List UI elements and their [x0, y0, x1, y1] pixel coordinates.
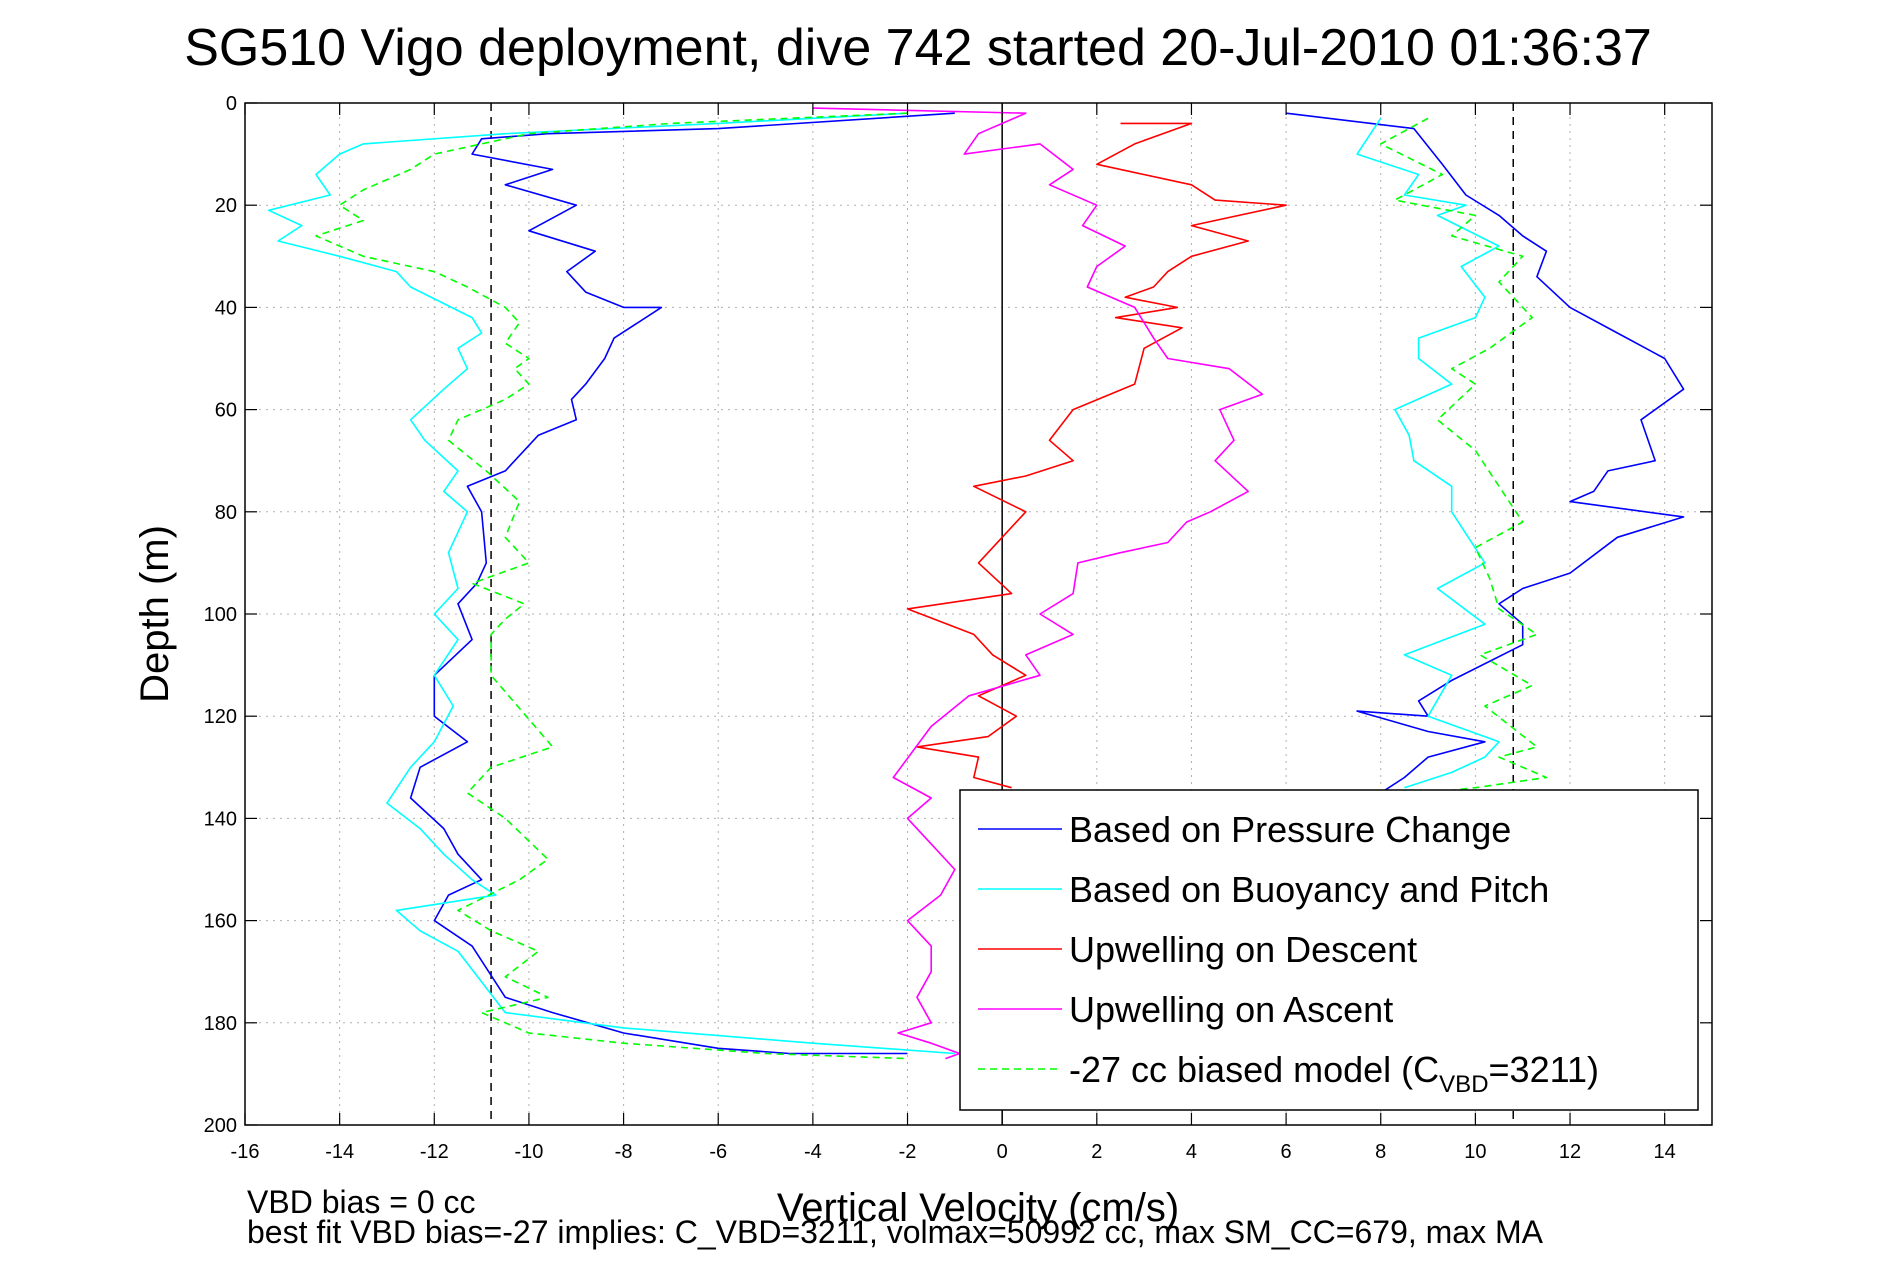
- series-line: [267, 112, 955, 1055]
- footnote-best-fit: best fit VBD bias=-27 implies: C_VBD=321…: [247, 1214, 1544, 1250]
- y-tick-label: 40: [215, 297, 237, 319]
- y-tick-label: 200: [204, 1115, 237, 1137]
- y-tick-label: 160: [204, 911, 237, 933]
- legend-label: Upwelling on Ascent: [1069, 989, 1393, 1030]
- legend-label: -27 cc biased model (CVBD=3211): [1069, 1049, 1599, 1098]
- y-axis-label: Depth (m): [133, 525, 177, 703]
- y-tick-label: 0: [226, 93, 237, 115]
- x-tick-label: 8: [1375, 1141, 1386, 1163]
- axis-ticks: -16 -14 -12 -10 -8 -6 -4 -2 0 2 4 6 8 10 12 14020406080…: [204, 93, 1712, 1163]
- x-tick-label: 4: [1186, 1141, 1197, 1163]
- series-line: [1379, 117, 1548, 794]
- x-tick-label: 10: [1464, 1141, 1486, 1163]
- y-tick-label: 60: [215, 400, 237, 422]
- x-tick-label: -8: [615, 1141, 633, 1163]
- legend-box: [959, 789, 1699, 1111]
- x-tick-label: -16: [231, 1141, 260, 1163]
- x-tick-label: 14: [1654, 1141, 1676, 1163]
- series-line: [409, 112, 955, 1055]
- x-tick-label: -10: [514, 1141, 543, 1163]
- x-tick-label: 12: [1559, 1141, 1581, 1163]
- x-tick-label: -12: [420, 1141, 449, 1163]
- legend: Based on Pressure Change Based on Buoyanc…: [959, 789, 1699, 1111]
- x-tick-label: -2: [899, 1141, 917, 1163]
- series-lines: [267, 107, 1685, 1060]
- y-tick-label: 120: [204, 706, 237, 728]
- y-tick-label: 180: [204, 1013, 237, 1035]
- y-tick-label: 20: [215, 195, 237, 217]
- legend-label: Based on Buoyancy and Pitch: [1069, 869, 1549, 910]
- series-line: [1286, 112, 1685, 794]
- footnote-vbd-bias: VBD bias = 0 cc: [247, 1184, 476, 1220]
- x-tick-label: -6: [709, 1141, 727, 1163]
- y-tick-label: 80: [215, 502, 237, 524]
- y-tick-label: 100: [204, 604, 237, 626]
- legend-label: Based on Pressure Change: [1069, 809, 1511, 850]
- x-axis-label: Vertical Velocity (cm/s): [777, 1186, 1179, 1230]
- x-tick-label: -14: [325, 1141, 354, 1163]
- y-tick-label: 140: [204, 808, 237, 830]
- chart-title: SG510 Vigo deployment, dive 742 started …: [184, 19, 1652, 77]
- series-line: [906, 122, 1287, 789]
- x-tick-label: 2: [1091, 1141, 1102, 1163]
- x-tick-label: 6: [1281, 1141, 1292, 1163]
- legend-label: Upwelling on Descent: [1069, 929, 1417, 970]
- x-tick-label: 0: [997, 1141, 1008, 1163]
- x-tick-label: -4: [804, 1141, 822, 1163]
- series-line: [812, 107, 1264, 1060]
- series-line: [315, 112, 908, 1060]
